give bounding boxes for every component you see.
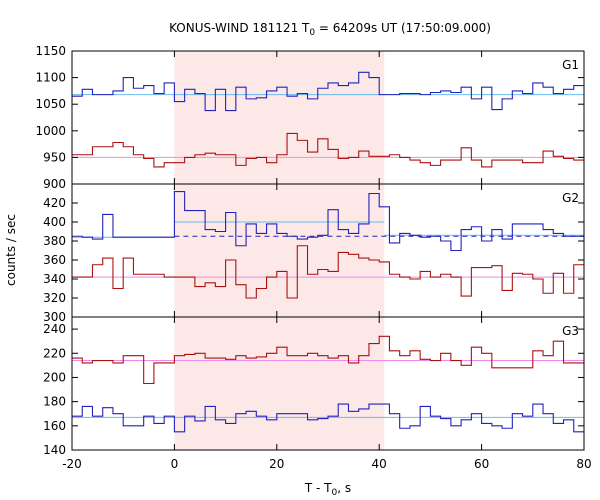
y-tick-label: 320 [43,291,66,305]
x-tick-label: 0 [171,457,179,471]
y-tick-label: 900 [43,177,66,191]
panel-frame [71,316,585,451]
y-tick-label: 200 [43,370,66,384]
x-tick-label: 60 [474,457,489,471]
y-tick-label: 1150 [35,44,66,58]
series-step-line [72,335,584,385]
panel-label: G1 [562,58,579,72]
panel-label: G2 [562,191,579,205]
series-step-line [72,132,584,168]
y-tick-label: 360 [43,253,66,267]
y-tick-label: 180 [43,395,66,409]
y-tick-label: 400 [43,215,66,229]
y-tick-label: 300 [43,310,66,324]
series-step-line [72,191,584,252]
x-axis-title: T - T0, s [304,481,351,498]
x-tick-label: 40 [372,457,387,471]
y-tick-label: 340 [43,272,66,286]
x-tick-label: 20 [269,457,284,471]
series-step-line [72,245,584,299]
x-tick-label: 80 [576,457,591,471]
highlight-interval [174,51,385,450]
y-tick-label: 1050 [35,97,66,111]
plot-layer: 900 950 1000 1050 1100 1150 G1 300 320 340 360 380 4… [35,44,591,471]
x-tick-label: -20 [62,457,82,471]
y-tick-label: 240 [43,322,66,336]
y-tick-label: 950 [43,150,66,164]
series-step-line [72,403,584,433]
y-tick-label: 160 [43,419,66,433]
y-axis-title: counts / sec [4,214,18,286]
panel-label: G3 [562,324,579,338]
y-tick-label: 420 [43,196,66,210]
y-tick-label: 1000 [35,124,66,138]
y-tick-label: 1100 [35,71,66,85]
y-tick-label: 380 [43,234,66,248]
series-step-line [72,71,584,112]
y-tick-label: 220 [43,346,66,360]
y-tick-label: 140 [43,443,66,457]
chart-title: KONUS-WIND 181121 T0 = 64209s UT (17:50:… [169,21,491,38]
